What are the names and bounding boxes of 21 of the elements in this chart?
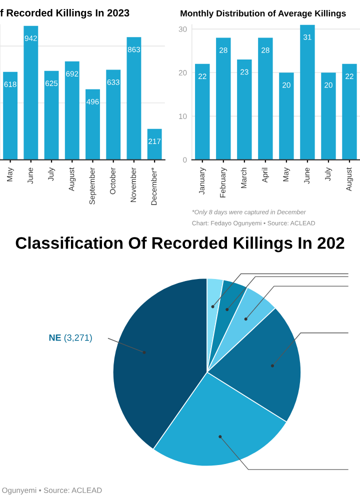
bar: [195, 64, 210, 160]
chart-title: Monthly Distribution of Average Killings: [180, 10, 346, 18]
bar: [237, 60, 252, 160]
data-label: (3,271): [64, 334, 92, 343]
bar: [300, 24, 315, 160]
bar: [24, 26, 38, 160]
bar: [44, 70, 59, 160]
chart-title: Classification Of Recorded Killings In 202: [16, 236, 344, 252]
bar: [64, 61, 80, 160]
bar: [3, 72, 18, 160]
bar: [106, 70, 121, 160]
slice-label: NE: [49, 334, 61, 341]
chart-title: f Recorded Killings In 2023: [0, 9, 130, 19]
bar: [86, 89, 100, 160]
bar: [321, 72, 336, 160]
bar: [279, 72, 294, 160]
bar: [147, 128, 162, 160]
bar: [342, 64, 357, 160]
bar: [258, 38, 273, 160]
bar: [126, 37, 142, 160]
bar: [216, 38, 231, 160]
